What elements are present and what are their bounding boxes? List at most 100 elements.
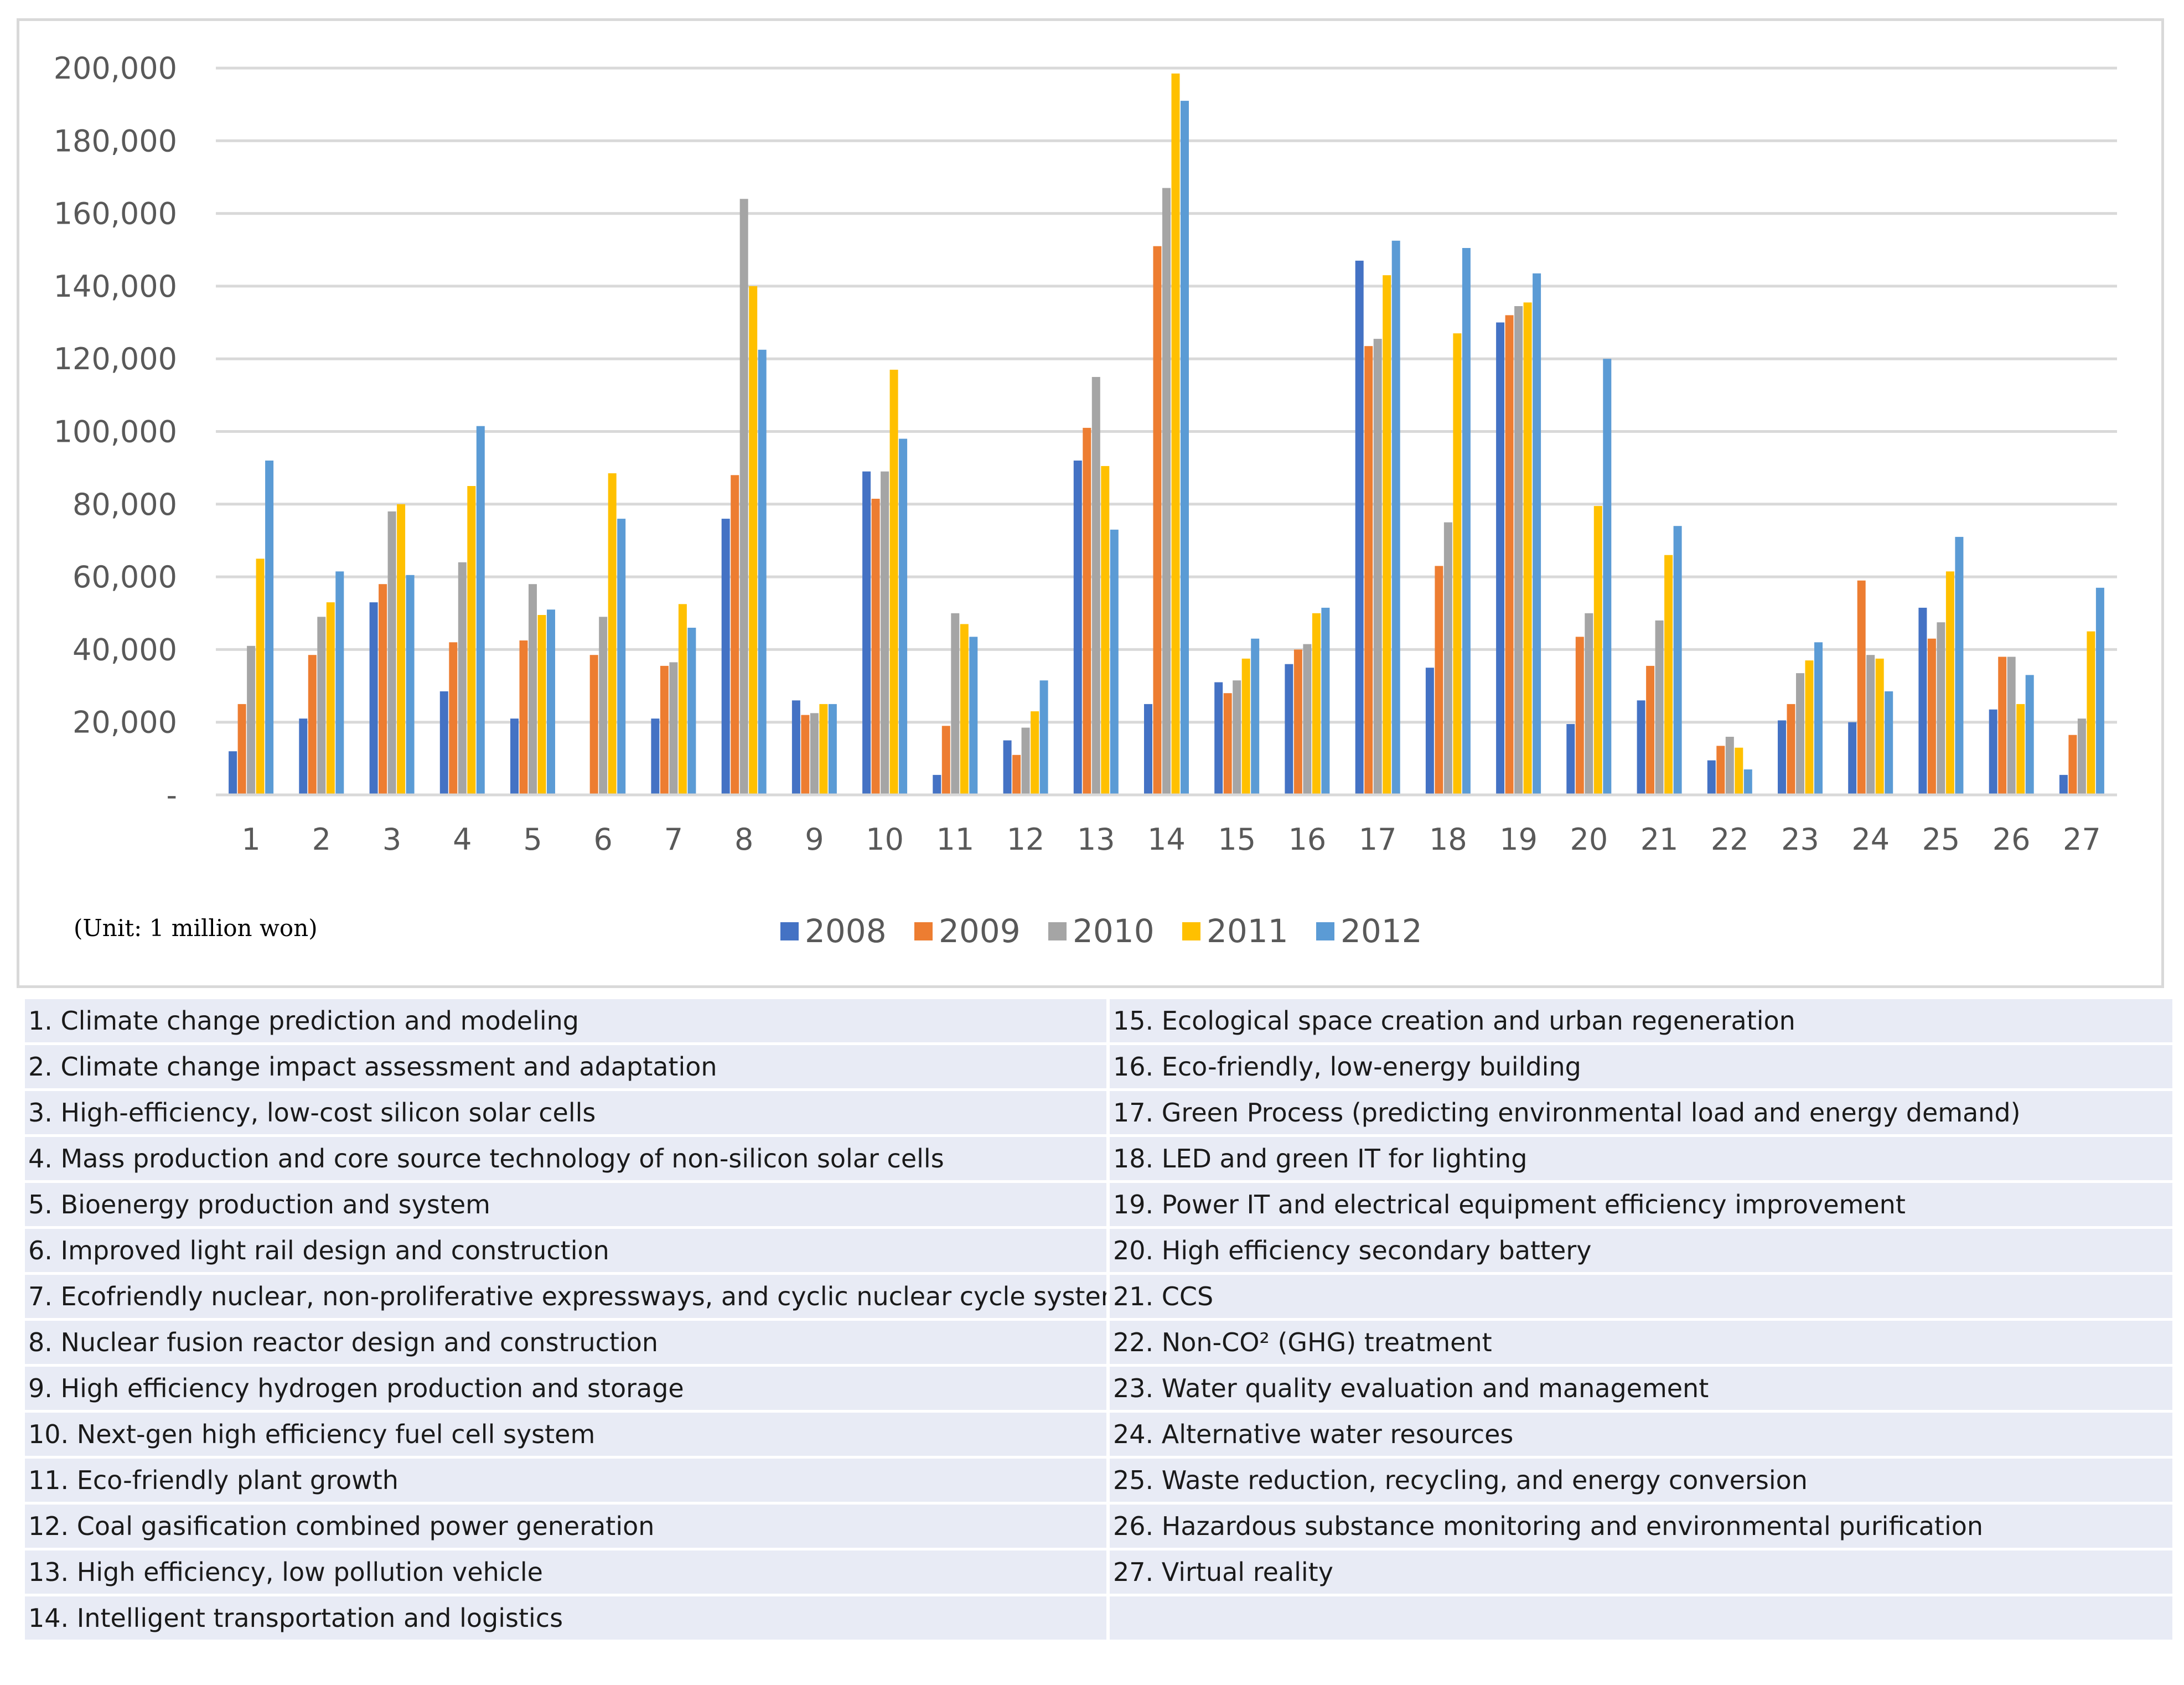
x-tick-label: 14 <box>1147 822 1186 857</box>
bar-2008-cat-19 <box>1496 322 1505 795</box>
bar-2011-cat-26 <box>2016 704 2025 795</box>
bar-2012-cat-14 <box>1181 101 1189 795</box>
unit-note: (Unit: 1 million won) <box>74 914 318 942</box>
legend-swatch-2012 <box>1316 922 1334 940</box>
bar-2011-cat-5 <box>537 615 546 795</box>
bar-2008-cat-9 <box>791 700 800 795</box>
bar-2008-cat-1 <box>229 751 237 795</box>
bar-2009-cat-27 <box>2068 735 2077 795</box>
legend-table-cell: 3. High-efficiency, low-cost silicon sol… <box>25 1091 1110 1134</box>
bar-2008-cat-27 <box>2059 774 2068 795</box>
legend-label-2008: 2008 <box>805 912 887 950</box>
x-tick-label: 13 <box>1077 822 1115 857</box>
x-tick-label: 9 <box>805 822 824 857</box>
bar-2009-cat-21 <box>1646 665 1655 795</box>
y-tick-label: 180,000 <box>54 123 177 158</box>
bar-2010-cat-26 <box>2007 657 2016 795</box>
legend-table-cell: 14. Intelligent transportation and logis… <box>25 1596 1110 1640</box>
bar-chart: - 20,000 40,000 60,000 80,000 100,000 120,000 1… <box>54 51 2117 950</box>
bar-2011-cat-15 <box>1241 658 1250 795</box>
bar-2009-cat-24 <box>1857 580 1866 795</box>
bar-2009-cat-14 <box>1153 246 1162 795</box>
x-axis-tick-labels: 1 2 3 4 5 6 7 8 9 10 11 12 13 14 15 16 17 18 19 20 21 22 23 24 2… <box>241 822 2100 857</box>
bar-2009-cat-2 <box>308 655 317 795</box>
y-tick-label: 100,000 <box>54 415 177 449</box>
legend-table-cell: 12. Coal gasification combined power gen… <box>25 1505 1110 1548</box>
bar-2012-cat-16 <box>1321 607 1330 795</box>
legend-table-cell: 24. Alternative water resources <box>1110 1413 2172 1456</box>
bar-2009-cat-22 <box>1716 746 1725 795</box>
bar-2009-cat-25 <box>1927 638 1936 795</box>
bar-2010-cat-8 <box>739 199 748 795</box>
legend-table-cell: 4. Mass production and core source techn… <box>25 1137 1110 1180</box>
legend-table-cell: 8. Nuclear fusion reactor design and con… <box>25 1321 1110 1364</box>
legend-table-cell: 23. Water quality evaluation and managem… <box>1110 1367 2172 1410</box>
bar-2008-cat-2 <box>299 719 308 795</box>
y-tick-label: 80,000 <box>73 487 177 522</box>
legend-swatch-2010 <box>1048 922 1067 940</box>
x-tick-label: 24 <box>1851 822 1890 857</box>
bar-2008-cat-24 <box>1848 722 1857 795</box>
legend-table-cell: 13. High efficiency, low pollution vehic… <box>25 1550 1110 1594</box>
bar-2008-cat-14 <box>1144 704 1152 795</box>
bar-2012-cat-1 <box>265 461 274 795</box>
legend-label-2009: 2009 <box>939 912 1021 950</box>
legend-table-row: 10. Next-gen high efficiency fuel cell s… <box>25 1413 2172 1456</box>
bar-2012-cat-22 <box>1743 769 1752 795</box>
x-tick-label: 3 <box>382 822 401 857</box>
bar-2009-cat-11 <box>941 726 950 795</box>
bar-2012-cat-13 <box>1110 529 1119 795</box>
bar-2010-cat-10 <box>881 471 889 795</box>
bar-2010-cat-1 <box>247 645 256 795</box>
bar-2011-cat-22 <box>1735 747 1743 795</box>
bar-2009-cat-26 <box>1998 657 2007 795</box>
bar-2010-cat-14 <box>1162 188 1171 795</box>
bar-2009-cat-20 <box>1575 637 1584 795</box>
x-tick-label: 7 <box>664 822 683 857</box>
category-legend-table: 1. Climate change prediction and modelin… <box>25 996 2172 1642</box>
legend-table-row: 5. Bioenergy production and system 19. Po… <box>25 1183 2172 1226</box>
bar-2011-cat-21 <box>1664 555 1673 795</box>
bar-2010-cat-27 <box>2077 719 2086 795</box>
bar-2008-cat-8 <box>721 519 730 795</box>
bar-2010-cat-18 <box>1443 522 1452 795</box>
bar-2012-cat-2 <box>335 571 344 795</box>
legend-table-cell <box>1110 1596 2172 1640</box>
bar-2009-cat-19 <box>1505 315 1514 795</box>
bar-2008-cat-26 <box>1989 709 1997 795</box>
bar-2008-cat-11 <box>933 774 941 795</box>
bar-2009-cat-10 <box>871 499 880 795</box>
bar-2012-cat-4 <box>476 426 485 795</box>
bar-2011-cat-10 <box>889 369 898 795</box>
bar-2010-cat-23 <box>1796 673 1804 795</box>
bar-2010-cat-5 <box>529 584 537 795</box>
bar-2009-cat-9 <box>801 715 810 795</box>
legend-table-row: 8. Nuclear fusion reactor design and con… <box>25 1321 2172 1364</box>
bar-2012-cat-19 <box>1533 273 1541 795</box>
bar-2008-cat-7 <box>651 719 660 795</box>
x-tick-label: 22 <box>1711 822 1749 857</box>
bar-2010-cat-9 <box>810 713 819 795</box>
bar-2012-cat-5 <box>547 609 555 795</box>
bar-2011-cat-27 <box>2087 631 2095 795</box>
bar-2008-cat-23 <box>1778 720 1786 795</box>
x-tick-label: 18 <box>1429 822 1467 857</box>
bar-2012-cat-26 <box>2025 675 2034 795</box>
bar-2010-cat-2 <box>317 617 326 795</box>
bar-2010-cat-20 <box>1585 613 1593 795</box>
legend-table-cell: 15. Ecological space creation and urban … <box>1110 999 2172 1042</box>
bar-2012-cat-18 <box>1462 248 1471 795</box>
y-axis-tick-labels: - 20,000 40,000 60,000 80,000 100,000 120,000 1… <box>54 51 177 813</box>
bar-2010-cat-17 <box>1373 339 1382 795</box>
bar-2012-cat-6 <box>617 519 626 795</box>
bar-2011-cat-12 <box>1031 711 1039 795</box>
x-tick-label: 4 <box>453 822 472 857</box>
bar-2012-cat-10 <box>899 438 908 795</box>
bar-2008-cat-16 <box>1285 664 1293 795</box>
bar-2008-cat-15 <box>1214 682 1223 795</box>
bar-2010-cat-4 <box>458 562 467 795</box>
bar-2008-cat-22 <box>1707 760 1716 795</box>
x-tick-label: 21 <box>1640 822 1679 857</box>
bar-2009-cat-3 <box>379 584 387 795</box>
bar-2010-cat-7 <box>669 662 678 795</box>
